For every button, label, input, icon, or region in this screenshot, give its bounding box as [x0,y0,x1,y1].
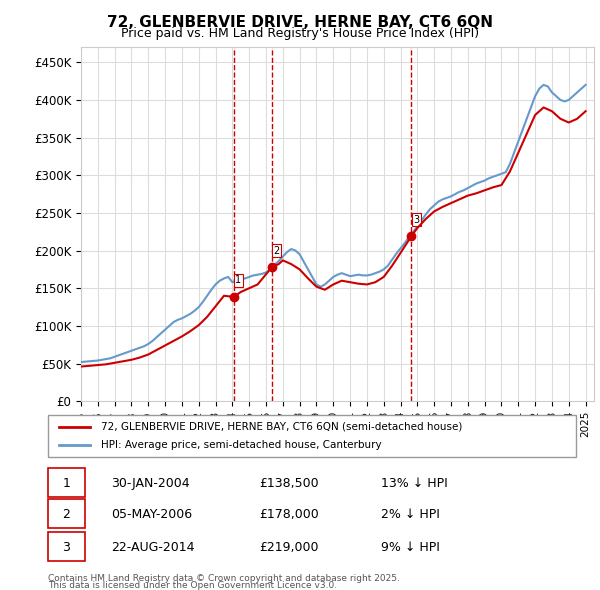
Text: 1: 1 [235,276,242,286]
Text: 3: 3 [413,215,419,225]
Text: 13% ↓ HPI: 13% ↓ HPI [380,477,448,490]
Text: 3: 3 [62,541,70,555]
FancyBboxPatch shape [48,415,576,457]
Text: 2: 2 [62,508,70,522]
Text: 2: 2 [274,245,280,255]
Text: 72, GLENBERVIE DRIVE, HERNE BAY, CT6 6QN (semi-detached house): 72, GLENBERVIE DRIVE, HERNE BAY, CT6 6QN… [101,422,462,432]
Text: 9% ↓ HPI: 9% ↓ HPI [380,541,440,555]
Text: £219,000: £219,000 [259,541,319,555]
Text: 1: 1 [62,477,70,490]
Text: This data is licensed under the Open Government Licence v3.0.: This data is licensed under the Open Gov… [48,581,337,590]
FancyBboxPatch shape [48,468,85,497]
Text: 2% ↓ HPI: 2% ↓ HPI [380,508,440,522]
FancyBboxPatch shape [48,532,85,561]
Text: £138,500: £138,500 [259,477,319,490]
Text: 72, GLENBERVIE DRIVE, HERNE BAY, CT6 6QN: 72, GLENBERVIE DRIVE, HERNE BAY, CT6 6QN [107,15,493,30]
Text: 30-JAN-2004: 30-JAN-2004 [112,477,190,490]
Text: 22-AUG-2014: 22-AUG-2014 [112,541,195,555]
FancyBboxPatch shape [48,499,85,528]
Text: HPI: Average price, semi-detached house, Canterbury: HPI: Average price, semi-detached house,… [101,440,382,450]
Text: Price paid vs. HM Land Registry's House Price Index (HPI): Price paid vs. HM Land Registry's House … [121,27,479,40]
Text: 05-MAY-2006: 05-MAY-2006 [112,508,193,522]
Text: £178,000: £178,000 [259,508,319,522]
Text: Contains HM Land Registry data © Crown copyright and database right 2025.: Contains HM Land Registry data © Crown c… [48,574,400,583]
